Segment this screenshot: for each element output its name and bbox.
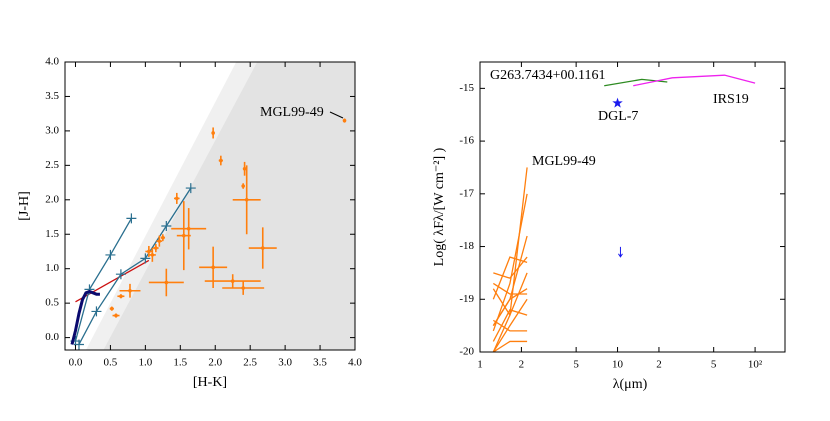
series-line	[492, 319, 528, 332]
point	[181, 233, 186, 238]
x-axis-label: [H-K]	[193, 375, 227, 390]
plot-area	[492, 74, 756, 352]
plus-marker	[161, 220, 172, 231]
point	[164, 280, 169, 285]
point	[128, 288, 132, 293]
plot-area	[70, 62, 355, 350]
upper-limit-arrow	[618, 246, 623, 258]
y-tick-label: 3.0	[45, 124, 59, 136]
y-tick-label: 0.0	[45, 331, 59, 343]
plus-marker	[140, 253, 151, 264]
point	[211, 265, 215, 270]
annotation: G263.7434+00.1161	[490, 68, 606, 83]
annotation: IRS19	[713, 92, 749, 107]
plus-marker	[185, 183, 196, 194]
x-tick-label: 3.0	[278, 357, 292, 369]
x-tick-label: 5	[573, 359, 579, 371]
y-axis-label: Log( λFλ/[W cm⁻²] )	[432, 147, 447, 266]
x-axis-label: λ(μm)	[613, 377, 648, 392]
panel: 0.0 0.5 1.0 1.5 2.0 2.5 3.0 3.5 4.0 0.0 0.5 1.0 1.5 2…	[17, 56, 362, 391]
x-tick-label: 1.0	[138, 357, 152, 369]
x-tick-label: 10²	[748, 359, 763, 371]
x-tick-label: 3.5	[313, 357, 327, 369]
point	[175, 196, 179, 201]
x-tick-label: 5	[711, 359, 717, 371]
annotation: MGL99-49	[532, 154, 596, 169]
series-line	[493, 256, 528, 279]
annotation: MGL99-49	[260, 105, 324, 120]
y-tick-label: 1.5	[45, 228, 59, 240]
point	[114, 313, 118, 318]
series-line	[78, 187, 192, 345]
point	[241, 286, 245, 290]
y-axis-label: [J-H]	[17, 191, 32, 221]
y-tick-label: 2.5	[45, 159, 59, 171]
annotation: DGL-7	[598, 109, 638, 124]
point	[186, 226, 191, 231]
y-tick-label: 4.0	[45, 56, 59, 68]
y-tick-label: -15	[459, 82, 474, 94]
plot-frame	[479, 61, 786, 353]
point	[157, 239, 162, 243]
point	[219, 158, 223, 163]
series-line	[492, 272, 528, 317]
plot-frame	[64, 61, 356, 351]
x-tick-label: 2	[519, 359, 525, 371]
x-tick-label: 2	[656, 359, 662, 371]
series-line	[74, 218, 132, 342]
series-line	[492, 298, 528, 352]
point	[161, 235, 165, 240]
series-line	[492, 193, 528, 332]
x-tick-label: 10	[612, 359, 624, 371]
plus-marker	[115, 269, 126, 280]
y-tick-label: -16	[459, 135, 474, 147]
star-marker	[612, 97, 623, 108]
point	[150, 253, 155, 257]
y-tick-label: 3.5	[45, 90, 59, 102]
series-line	[70, 289, 100, 345]
plus-marker	[105, 249, 116, 260]
plus-marker	[91, 306, 102, 317]
point	[110, 306, 114, 311]
x-tick-label: 0.5	[104, 357, 118, 369]
y-tick-label: -18	[459, 240, 474, 252]
series-line	[633, 74, 756, 87]
point	[342, 118, 347, 123]
point	[119, 294, 123, 299]
point	[242, 166, 247, 171]
series-line	[492, 309, 528, 342]
y-tick-label: -17	[459, 187, 474, 199]
plus-marker	[126, 213, 137, 224]
series-line	[492, 288, 528, 326]
x-tick-label: 1	[477, 359, 483, 371]
y-tick-label: 1.0	[45, 262, 59, 274]
series-line	[492, 256, 528, 300]
x-tick-label: 0.0	[69, 357, 83, 369]
series-line	[492, 340, 528, 352]
point	[147, 249, 151, 254]
x-tick-label: 4.0	[348, 357, 362, 369]
point	[154, 246, 158, 250]
y-tick-label: 0.5	[45, 297, 59, 309]
point	[230, 279, 235, 283]
y-tick-label: -20	[459, 346, 474, 358]
point	[211, 131, 215, 135]
x-tick-label: 2.5	[243, 357, 257, 369]
x-tick-label: 2.0	[208, 357, 222, 369]
point	[244, 197, 249, 202]
plus-marker	[73, 339, 84, 350]
panel: 1 2 5 10 2 5 10² -20 -19 -18 -17 -16 -15 λ(μm) Log( λF…	[432, 61, 786, 392]
series-line	[492, 282, 528, 295]
leader-line	[329, 111, 344, 119]
y-tick-label: 2.0	[45, 193, 59, 205]
y-tick-label: -19	[459, 293, 474, 305]
x-tick-label: 1.5	[173, 357, 187, 369]
point	[241, 184, 245, 188]
point	[260, 246, 265, 250]
